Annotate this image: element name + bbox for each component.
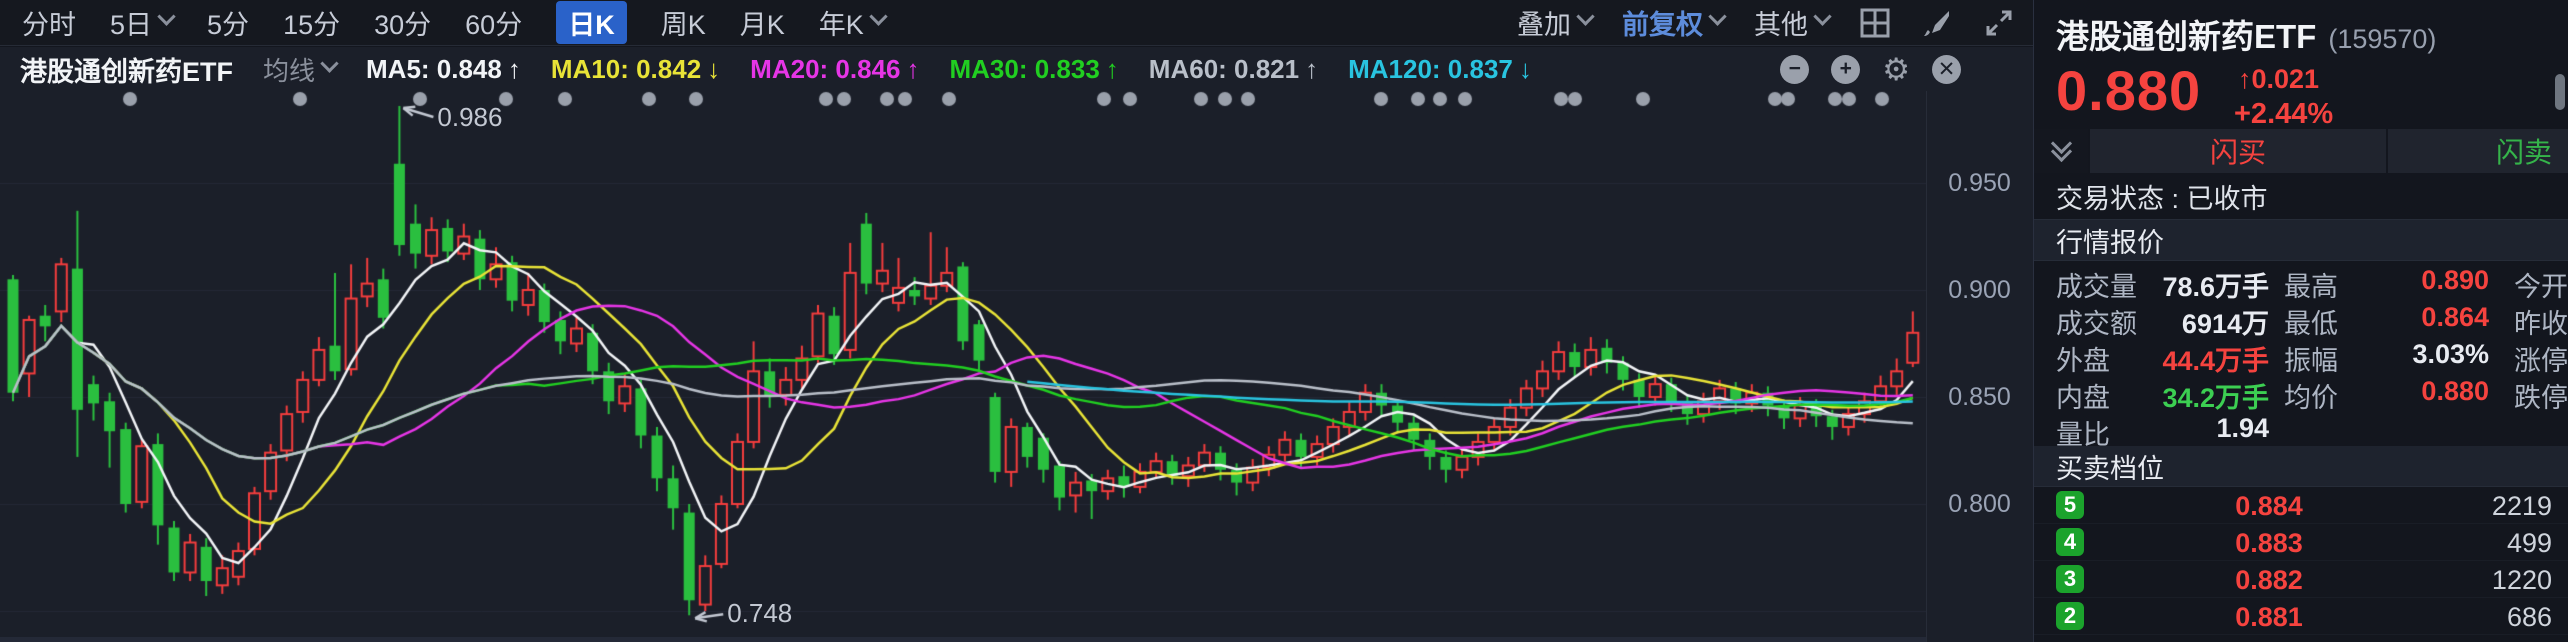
zoom-in-icon[interactable]: + <box>1831 54 1861 84</box>
table-row: 成交量 78.6万手 最高 0.890 今开 <box>2056 265 2568 302</box>
level-price: 0.881 <box>2235 602 2303 632</box>
layout-grid-icon[interactable] <box>1859 7 1891 39</box>
level-price: 0.884 <box>2235 491 2303 521</box>
chevron-down-icon <box>869 7 888 26</box>
ma30-value: MA30: 0.833 ↑ <box>949 53 1119 84</box>
level-price: 0.882 <box>2235 565 2303 595</box>
tab-monthly-k[interactable]: 月K <box>739 10 785 40</box>
quote-table: 成交量 78.6万手 最高 0.890 今开 成交额 6914万 最低 0.864 昨收… <box>2034 261 2568 450</box>
chart-symbol-title: 港股通创新药ETF <box>20 56 233 87</box>
quote-panel: 港股通创新药ETF (159570) 0.880 ↑0.021 +2.44% 闪… <box>2033 0 2568 642</box>
tab-15min[interactable]: 15分 <box>283 10 341 40</box>
table-row: 成交额 6914万 最低 0.864 昨收 <box>2056 302 2568 339</box>
flash-sell-button[interactable]: 闪卖 <box>2388 129 2568 173</box>
tab-5day[interactable]: 5日 <box>110 3 176 42</box>
axis-tick: 0.800 <box>1948 490 2011 518</box>
level-badge: 2 <box>2056 602 2084 630</box>
level-volume: 686 <box>2506 602 2552 632</box>
sell-level-row[interactable]: 5 0.884 2219 <box>2034 487 2568 524</box>
level-volume: 2219 <box>2491 491 2552 521</box>
other-menu[interactable]: 其他 <box>1754 3 1832 42</box>
chart-legend: 港股通创新药ETF 均线 MA5: 0.848 ↑ MA10: 0.842 ↓ MA… <box>0 47 2033 91</box>
chevron-down-icon <box>157 7 176 26</box>
zoom-out-icon[interactable]: − <box>1780 54 1810 84</box>
stock-name: 港股通创新药ETF <box>2056 18 2317 55</box>
overlay-menu[interactable]: 叠加 <box>1517 3 1595 42</box>
level-badge: 4 <box>2056 528 2084 556</box>
ma120-value: MA120: 0.837 ↓ <box>1348 53 1532 84</box>
high-price-annotation: 0.986 <box>437 101 503 132</box>
candlestick-chart[interactable] <box>0 91 1926 642</box>
level-volume: 1220 <box>2491 565 2552 595</box>
ma20-value: MA20: 0.846 ↑ <box>750 53 920 84</box>
axis-tick: 0.950 <box>1948 169 2011 197</box>
ma60-value: MA60: 0.821 ↑ <box>1148 53 1319 84</box>
chevron-down-icon <box>320 53 339 73</box>
tab-60min[interactable]: 60分 <box>465 10 523 40</box>
chart-tool-icons: − + ⚙ ✕ <box>1780 54 2033 85</box>
tab-yearly-k[interactable]: 年K <box>819 3 888 42</box>
chevron-down-icon <box>1813 7 1832 26</box>
level-badge: 5 <box>2056 491 2084 519</box>
ma-selector[interactable]: 均线 <box>263 51 339 88</box>
sell-level-row[interactable]: 4 0.883 499 <box>2034 524 2568 561</box>
settings-icon[interactable]: ⚙ <box>1882 51 1910 87</box>
price-block: 0.880 ↑0.021 +2.44% <box>2034 58 2568 130</box>
ma5-value: MA5: 0.848 ↑ <box>366 53 521 84</box>
axis-tick: 0.900 <box>1948 276 2011 304</box>
flash-buy-button[interactable]: 闪买 <box>2090 129 2386 173</box>
price-change-percent: +2.44% <box>2234 98 2334 130</box>
sell-level-row[interactable]: 3 0.882 1220 <box>2034 561 2568 598</box>
chevron-down-icon <box>1708 7 1727 26</box>
stock-code: (159570) <box>2328 24 2437 54</box>
close-icon[interactable]: ✕ <box>1932 54 1961 84</box>
low-price-annotation: 0.748 <box>727 598 793 629</box>
table-row: 量比 1.94 <box>2056 413 2269 450</box>
time-axis-edge <box>0 637 1926 642</box>
flash-trade-row: 闪买 闪卖 <box>2034 129 2568 173</box>
tab-minute[interactable]: 分时 <box>22 10 76 40</box>
period-toolbar: 分时 5日 5分 15分 30分 60分 日K 周K 月K 年K 叠加 前复权 … <box>0 0 2033 46</box>
ma10-value: MA10: 0.842 ↓ <box>550 53 721 84</box>
stock-title: 港股通创新药ETF (159570) <box>2034 0 2568 58</box>
price-axis: 0.950 0.900 0.850 0.800 <box>1926 91 2032 642</box>
expand-trade-button[interactable] <box>2034 129 2088 173</box>
price-change: ↑0.021 <box>2238 64 2320 94</box>
tab-daily-k[interactable]: 日K <box>556 1 627 44</box>
adjust-mode-menu[interactable]: 前复权 <box>1622 3 1727 42</box>
trade-status: 交易状态 : 已收市 <box>2034 173 2568 220</box>
level-volume: 499 <box>2506 528 2552 558</box>
sell-level-row[interactable]: 2 0.881 686 <box>2034 598 2568 635</box>
chart-region: 港股通创新药ETF 均线 MA5: 0.848 ↑ MA10: 0.842 ↓ MA… <box>0 47 2033 642</box>
tab-weekly-k[interactable]: 周K <box>660 10 706 40</box>
table-row: 外盘 44.4万手 振幅 3.03% 涨停 <box>2056 339 2568 376</box>
brush-icon[interactable] <box>1921 7 1953 39</box>
tab-30min[interactable]: 30分 <box>374 10 432 40</box>
quote-section-header: 行情报价 <box>2034 220 2568 261</box>
last-price: 0.880 <box>2056 59 2202 122</box>
fullscreen-icon[interactable] <box>1983 7 2015 39</box>
level-price: 0.883 <box>2235 528 2303 558</box>
scrollbar-thumb[interactable] <box>2555 74 2565 110</box>
chevron-down-icon <box>1576 7 1595 26</box>
axis-tick: 0.850 <box>1948 383 2011 411</box>
order-book: 5 0.884 2219 4 0.883 499 3 0.882 1220 2 … <box>2034 487 2568 635</box>
tab-5min[interactable]: 5分 <box>207 10 250 40</box>
level-badge: 3 <box>2056 565 2084 593</box>
levels-section-header: 买卖档位 <box>2034 446 2568 487</box>
toolbar-right-group: 叠加 前复权 其他 <box>1517 3 2033 42</box>
table-row: 内盘 34.2万手 均价 0.880 跌停 <box>2056 376 2568 413</box>
